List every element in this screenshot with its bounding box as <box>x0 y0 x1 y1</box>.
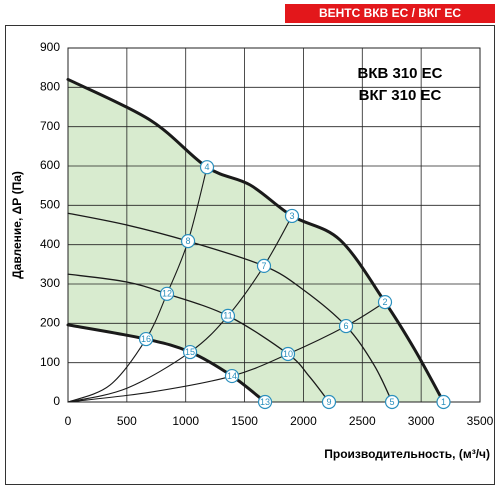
point-label: 3 <box>290 211 295 221</box>
point-marker <box>180 234 196 249</box>
point-marker <box>436 394 451 410</box>
point-label: 12 <box>162 289 172 299</box>
point-marker <box>338 318 354 334</box>
point-marker <box>199 160 215 175</box>
point-marker <box>159 286 175 301</box>
frame <box>5 25 495 485</box>
y-tick-label: 300 <box>40 276 60 290</box>
point-label: 2 <box>382 297 387 307</box>
y-tick-label: 800 <box>40 80 60 94</box>
y-tick-label: 400 <box>40 237 60 251</box>
x-tick-label: 500 <box>117 414 137 428</box>
curve <box>67 212 393 403</box>
point-marker <box>182 344 198 360</box>
point-label: 4 <box>205 162 210 172</box>
point-label: 8 <box>186 236 191 246</box>
operating-area <box>68 79 444 402</box>
point-label: 1 <box>441 397 446 407</box>
y-tick-label: 500 <box>40 198 60 212</box>
curve <box>67 166 208 403</box>
point-label: 11 <box>223 311 232 321</box>
point-label: 5 <box>390 397 395 407</box>
header-box <box>285 4 495 23</box>
point-label: 10 <box>283 349 293 359</box>
point-marker <box>256 258 272 274</box>
x-tick-label: 0 <box>65 414 72 428</box>
x-tick-label: 3000 <box>408 414 435 428</box>
point-label: 7 <box>261 261 266 271</box>
x-tick-label: 2500 <box>349 414 376 428</box>
point-marker <box>384 394 400 410</box>
point-label: 9 <box>326 397 331 407</box>
plot-frame <box>67 47 481 403</box>
y-tick-label: 600 <box>40 158 60 172</box>
x-tick-label: 1500 <box>231 414 258 428</box>
point-label: 16 <box>141 334 151 344</box>
chart-title: ВКВ 310 ЕС <box>357 65 442 82</box>
y-tick-label: 900 <box>40 40 60 54</box>
header: ВЕНТС ВКВ ЕС / ВКГ ЕС <box>319 6 461 20</box>
y-tick-label: 100 <box>40 355 60 369</box>
point-label: 13 <box>260 397 270 407</box>
x-axis-label: Производительность, (м³/ч) <box>324 447 490 461</box>
y-tick-label: 0 <box>53 394 60 408</box>
y-tick-label: 700 <box>40 119 60 133</box>
y-tick-label: 200 <box>40 316 60 330</box>
plot: 0 500 1000 1500 2000 2500 3000 3500010020030040… <box>40 40 494 428</box>
chart-subtitle: ВКГ 310 ЕС <box>359 87 442 104</box>
point-marker <box>220 308 236 323</box>
point-label: 14 <box>227 371 237 381</box>
point-marker <box>224 368 240 384</box>
point-marker <box>257 394 273 410</box>
point-marker <box>284 208 300 224</box>
y-axis-label: Давление, ΔР (Па) <box>10 171 24 279</box>
point-marker <box>138 331 154 347</box>
x-tick-label: 1000 <box>172 414 199 428</box>
x-tick-label: 2000 <box>290 414 317 428</box>
point-label: 6 <box>344 321 349 331</box>
x-tick-label: 3500 <box>467 414 494 428</box>
point-marker <box>321 394 337 410</box>
point-marker <box>377 294 393 310</box>
point-marker <box>280 346 296 362</box>
point-label: 15 <box>185 347 195 357</box>
